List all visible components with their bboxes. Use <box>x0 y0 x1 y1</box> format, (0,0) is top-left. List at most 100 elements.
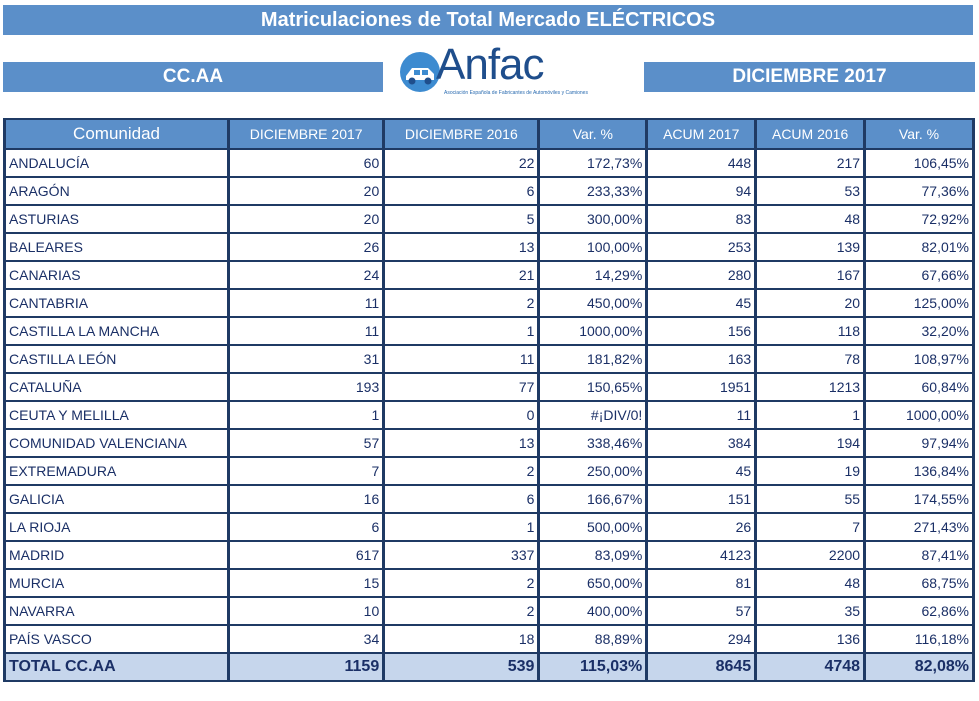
col-header-dic-2016: DICIEMBRE 2016 <box>385 120 538 148</box>
var-month-value: 233,33% <box>540 178 646 204</box>
acum-2016-value: 78 <box>757 346 864 372</box>
dic-2017-value: 11 <box>230 290 383 316</box>
var-month-value: 250,00% <box>540 458 646 484</box>
acum-2016-value: 136 <box>757 626 864 652</box>
table-row: ANDALUCÍA 60 22 172,73% 448 217 106,45% <box>6 150 972 176</box>
var-acum-value: 72,92% <box>866 206 972 232</box>
table-row: LA RIOJA 6 1 500,00% 26 7 271,43% <box>6 514 972 540</box>
var-month-value: 172,73% <box>540 150 646 176</box>
dic-2016-value: 6 <box>385 178 538 204</box>
region-name: MURCIA <box>6 570 228 596</box>
dic-2017-value: 11 <box>230 318 383 344</box>
acum-2016-value: 167 <box>757 262 864 288</box>
var-acum-value: 32,20% <box>866 318 972 344</box>
dic-2017-value: 15 <box>230 570 383 596</box>
dic-2016-value: 2 <box>385 598 538 624</box>
var-month-value: 338,46% <box>540 430 646 456</box>
dic-2017-value: 7 <box>230 458 383 484</box>
var-acum-value: 62,86% <box>866 598 972 624</box>
region-name: MADRID <box>6 542 228 568</box>
region-name: CANARIAS <box>6 262 228 288</box>
table-row: MURCIA 15 2 650,00% 81 48 68,75% <box>6 570 972 596</box>
total-var-acum: 82,08% <box>866 654 972 680</box>
table-row: CANARIAS 24 21 14,29% 280 167 67,66% <box>6 262 972 288</box>
var-acum-value: 67,66% <box>866 262 972 288</box>
acum-2017-value: 11 <box>648 402 755 428</box>
truck-car-icon <box>400 52 440 92</box>
col-header-acum-2016: ACUM 2016 <box>757 120 864 148</box>
var-acum-value: 136,84% <box>866 458 972 484</box>
var-acum-value: 174,55% <box>866 486 972 512</box>
acum-2017-value: 81 <box>648 570 755 596</box>
dic-2017-value: 6 <box>230 514 383 540</box>
dic-2016-value: 22 <box>385 150 538 176</box>
table-row: PAÍS VASCO 34 18 88,89% 294 136 116,18% <box>6 626 972 652</box>
total-var-month: 115,03% <box>540 654 646 680</box>
dic-2016-value: 11 <box>385 346 538 372</box>
region-name: CATALUÑA <box>6 374 228 400</box>
table-row: CATALUÑA 193 77 150,65% 1951 1213 60,84% <box>6 374 972 400</box>
total-label: TOTAL CC.AA <box>6 654 228 680</box>
dic-2016-value: 5 <box>385 206 538 232</box>
var-acum-value: 1000,00% <box>866 402 972 428</box>
var-acum-value: 60,84% <box>866 374 972 400</box>
report-title: Matriculaciones de Total Mercado ELÉCTRI… <box>3 5 973 35</box>
region-name: NAVARRA <box>6 598 228 624</box>
acum-2016-value: 7 <box>757 514 864 540</box>
col-header-var-acum: Var. % <box>866 120 972 148</box>
var-month-value: #¡DIV/0! <box>540 402 646 428</box>
dic-2016-value: 13 <box>385 430 538 456</box>
dic-2016-value: 13 <box>385 234 538 260</box>
dic-2016-value: 2 <box>385 570 538 596</box>
table-row: COMUNIDAD VALENCIANA 57 13 338,46% 384 194 97,… <box>6 430 972 456</box>
dic-2017-value: 193 <box>230 374 383 400</box>
acum-2016-value: 2200 <box>757 542 864 568</box>
total-row: TOTAL CC.AA 1159 539 115,03% 8645 4748 8… <box>6 654 972 680</box>
region-name: ARAGÓN <box>6 178 228 204</box>
var-month-value: 100,00% <box>540 234 646 260</box>
acum-2016-value: 194 <box>757 430 864 456</box>
var-acum-value: 82,01% <box>866 234 972 260</box>
var-acum-value: 68,75% <box>866 570 972 596</box>
period-label: DICIEMBRE 2017 <box>644 62 975 92</box>
region-name: CASTILLA LA MANCHA <box>6 318 228 344</box>
dic-2017-value: 20 <box>230 178 383 204</box>
dic-2017-value: 10 <box>230 598 383 624</box>
acum-2017-value: 163 <box>648 346 755 372</box>
dic-2016-value: 77 <box>385 374 538 400</box>
acum-2016-value: 48 <box>757 570 864 596</box>
table-row: MADRID 617 337 83,09% 4123 2200 87,41% <box>6 542 972 568</box>
dic-2016-value: 21 <box>385 262 538 288</box>
acum-2016-value: 139 <box>757 234 864 260</box>
var-acum-value: 77,36% <box>866 178 972 204</box>
acum-2017-value: 151 <box>648 486 755 512</box>
table-row: CEUTA Y MELILLA 1 0 #¡DIV/0! 11 1 1000,00% <box>6 402 972 428</box>
col-header-var-month: Var. % <box>540 120 646 148</box>
acum-2016-value: 35 <box>757 598 864 624</box>
acum-2016-value: 55 <box>757 486 864 512</box>
acum-2016-value: 118 <box>757 318 864 344</box>
table-row: BALEARES 26 13 100,00% 253 139 82,01% <box>6 234 972 260</box>
acum-2017-value: 294 <box>648 626 755 652</box>
dic-2017-value: 24 <box>230 262 383 288</box>
region-name: CANTABRIA <box>6 290 228 316</box>
total-acum-2017: 8645 <box>648 654 755 680</box>
table-row: CASTILLA LA MANCHA 11 1 1000,00% 156 118 32,20… <box>6 318 972 344</box>
dic-2017-value: 34 <box>230 626 383 652</box>
acum-2016-value: 20 <box>757 290 864 316</box>
table-header-row: Comunidad DICIEMBRE 2017 DICIEMBRE 2016 … <box>6 120 972 148</box>
acum-2017-value: 384 <box>648 430 755 456</box>
dic-2016-value: 2 <box>385 290 538 316</box>
dic-2016-value: 6 <box>385 486 538 512</box>
dic-2017-value: 57 <box>230 430 383 456</box>
var-month-value: 150,65% <box>540 374 646 400</box>
var-month-value: 181,82% <box>540 346 646 372</box>
var-month-value: 14,29% <box>540 262 646 288</box>
total-acum-2016: 4748 <box>757 654 864 680</box>
region-name: CASTILLA LEÓN <box>6 346 228 372</box>
col-header-dic-2017: DICIEMBRE 2017 <box>230 120 383 148</box>
table-row: CASTILLA LEÓN 31 11 181,82% 163 78 108,97% <box>6 346 972 372</box>
dic-2016-value: 337 <box>385 542 538 568</box>
dic-2016-value: 1 <box>385 514 538 540</box>
acum-2017-value: 94 <box>648 178 755 204</box>
